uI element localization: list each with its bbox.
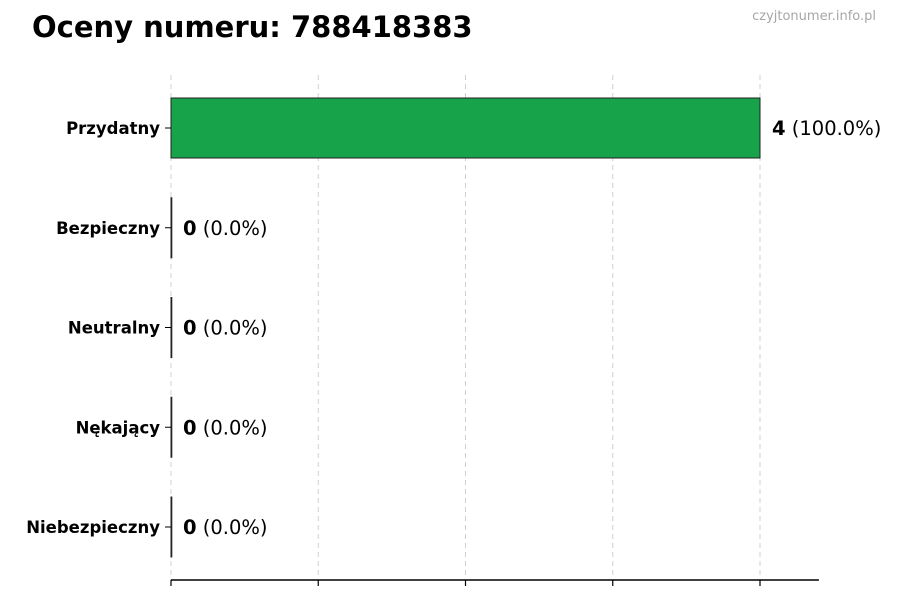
category-label: Przydatny <box>66 119 160 138</box>
data-label: 4 (100.0%) <box>772 117 881 140</box>
data-label: 0 (0.0%) <box>183 217 268 240</box>
bar-3 <box>170 396 173 458</box>
bar-4 <box>170 496 173 558</box>
data-label: 0 (0.0%) <box>183 516 268 539</box>
category-label: Nękający <box>76 418 161 437</box>
chart-title: Oceny numeru: 788418383 <box>32 10 473 44</box>
bar-2 <box>170 297 173 358</box>
watermark: czyjtonumer.info.pl <box>752 9 876 24</box>
category-label: Neutralny <box>68 319 160 338</box>
category-label: Niebezpieczny <box>26 518 160 537</box>
bar-1 <box>170 197 173 259</box>
data-label: 0 (0.0%) <box>183 416 268 439</box>
category-label: Bezpieczny <box>56 219 160 238</box>
bar-0 <box>170 97 761 159</box>
data-label: 0 (0.0%) <box>183 317 268 340</box>
